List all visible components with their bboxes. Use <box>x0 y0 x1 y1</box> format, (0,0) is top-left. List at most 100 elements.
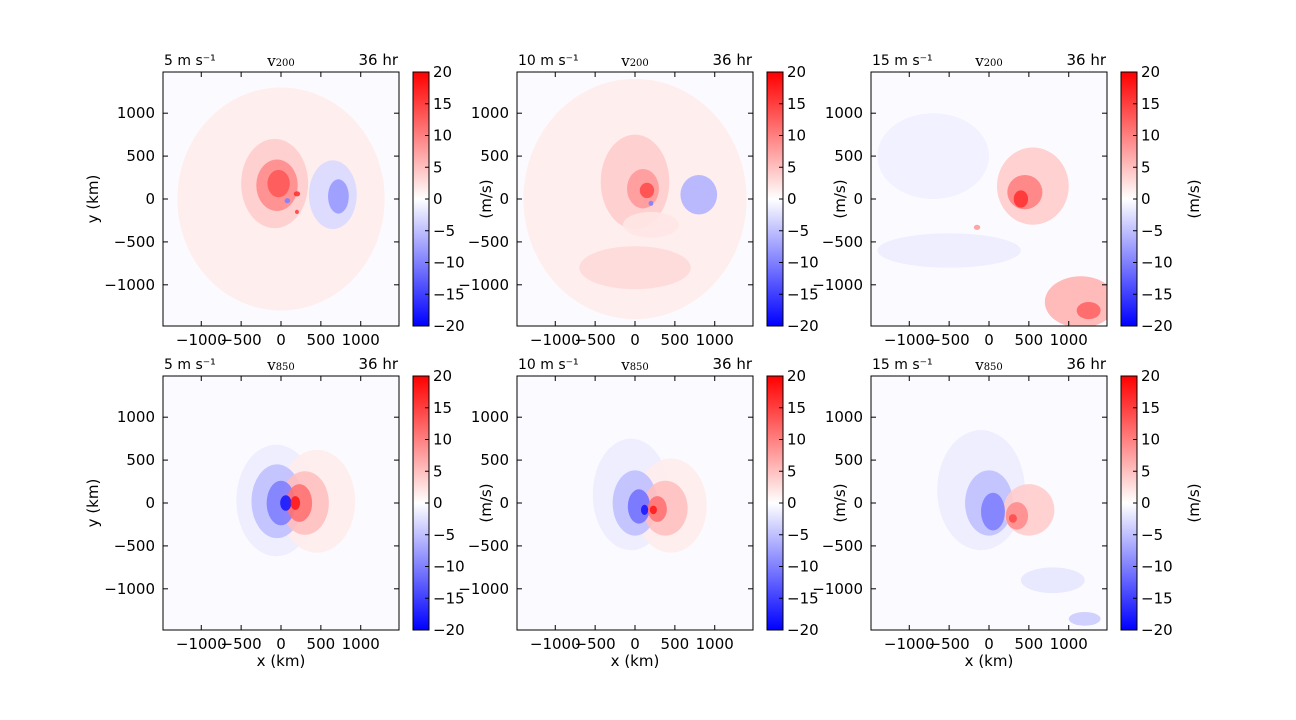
colorbar-tick-label: 20 <box>1141 63 1160 81</box>
y-tick-label: −1000 <box>104 276 155 294</box>
colorbar-tick-label: 10 <box>1141 127 1160 145</box>
colorbar-tick-label: 20 <box>787 367 806 385</box>
x-tick-label: 0 <box>276 635 286 653</box>
x-tick-label: 0 <box>276 331 286 349</box>
y-tick-label: 0 <box>853 494 863 512</box>
heatmap-field <box>523 78 747 320</box>
colorbar-label: (m/s) <box>831 179 849 218</box>
x-tick-label: −1000 <box>530 635 581 653</box>
time-label: 36 hr <box>358 355 398 373</box>
x-tick-label: −1000 <box>884 331 935 349</box>
level-subscript: 200 <box>630 58 649 69</box>
y-tick-label: 1000 <box>825 104 863 122</box>
heatmap-blob <box>1020 567 1085 594</box>
level-subscript: 850 <box>276 362 295 373</box>
level-subscript: 850 <box>984 362 1003 373</box>
x-tick-label: 1000 <box>1050 331 1088 349</box>
y-tick-label: 500 <box>126 147 155 165</box>
x-tick-label: 1000 <box>696 635 734 653</box>
time-label: 36 hr <box>358 51 398 69</box>
heatmap-blob <box>1068 611 1101 626</box>
heatmap-blob <box>1005 502 1029 530</box>
colorbar-tick-label: −20 <box>433 621 465 639</box>
x-tick-label: 1000 <box>1050 635 1088 653</box>
colorbar-tick-label: −20 <box>1141 317 1173 335</box>
heatmap-blob <box>1076 301 1101 320</box>
colorbar-tick-label: −15 <box>433 589 465 607</box>
colorbar-tick-label: −20 <box>787 317 819 335</box>
x-axis-label: x (km) <box>257 652 306 670</box>
y-tick-label: 0 <box>145 190 155 208</box>
time-label: 36 hr <box>1066 355 1106 373</box>
y-axis-label: y (km) <box>84 479 102 528</box>
colorbar-tick-label: 5 <box>1141 462 1151 480</box>
heatmap-field <box>877 113 1107 326</box>
colorbar-tick-label: 15 <box>787 95 806 113</box>
heatmap-blob <box>623 211 679 238</box>
colorbar-tick-label: −10 <box>1141 558 1173 576</box>
colorbar-label: (m/s) <box>831 483 849 522</box>
colorbar-tick-label: −5 <box>433 526 455 544</box>
colorbar-tick-label: −10 <box>433 558 465 576</box>
level-title: v200 <box>620 52 649 70</box>
heatmap-blob <box>1044 276 1107 326</box>
shear-label: 5 m s⁻¹ <box>164 53 216 69</box>
shear-label: 15 m s⁻¹ <box>872 53 933 69</box>
heatmap-blob <box>640 504 649 516</box>
time-label: 36 hr <box>712 355 752 373</box>
heatmap-blob <box>627 489 651 524</box>
colorbar-tick-label: −15 <box>1141 589 1173 607</box>
x-tick-label: 0 <box>630 331 640 349</box>
x-tick-label: −1000 <box>176 635 227 653</box>
y-tick-label: −500 <box>468 537 509 555</box>
y-tick-label: −1000 <box>812 276 863 294</box>
shear-label: 10 m s⁻¹ <box>518 53 579 69</box>
shear-label: 10 m s⁻¹ <box>518 357 579 373</box>
x-tick-label: −500 <box>929 635 970 653</box>
colorbar-tick-label: −5 <box>433 222 455 240</box>
heatmap-field <box>592 438 707 553</box>
heatmap-field <box>937 430 1101 626</box>
colorbar-tick-label: 5 <box>1141 158 1151 176</box>
x-tick-label: −500 <box>221 635 262 653</box>
colorbar-tick-label: 5 <box>433 462 443 480</box>
colorbar-tick-label: −10 <box>787 254 819 272</box>
x-tick-label: −500 <box>575 331 616 349</box>
y-tick-label: −1000 <box>812 580 863 598</box>
x-tick-label: −500 <box>929 331 970 349</box>
colorbar-tick-label: 0 <box>787 190 797 208</box>
colorbar-tick-label: 5 <box>787 462 797 480</box>
x-tick-label: 1000 <box>342 331 380 349</box>
y-tick-label: −500 <box>114 537 155 555</box>
x-tick-label: −1000 <box>530 331 581 349</box>
x-tick-label: 0 <box>630 635 640 653</box>
colorbar-tick-label: −5 <box>787 222 809 240</box>
x-tick-label: −1000 <box>176 331 227 349</box>
heatmap-blob <box>639 182 655 199</box>
colorbar-tick-label: −5 <box>1141 222 1163 240</box>
time-label: 36 hr <box>1066 51 1106 69</box>
heatmap-blob <box>647 496 667 522</box>
level-subscript: 850 <box>630 362 649 373</box>
heatmap-blob <box>579 246 691 290</box>
heatmap-blob <box>877 113 990 199</box>
colorbar-tick-label: 5 <box>787 158 797 176</box>
heatmap-blob <box>877 233 1021 268</box>
y-tick-label: 0 <box>499 494 509 512</box>
level-title: v200 <box>266 52 295 70</box>
x-tick-label: −1000 <box>884 635 935 653</box>
heatmap-blob <box>1013 190 1029 208</box>
level-title: v850 <box>974 356 1003 374</box>
colorbar-tick-label: 10 <box>433 127 452 145</box>
colorbar-tick-label: −15 <box>787 589 819 607</box>
y-tick-label: −500 <box>468 233 509 251</box>
heatmap-blob <box>649 505 657 515</box>
level-title: v850 <box>620 356 649 374</box>
shear-label: 5 m s⁻¹ <box>164 357 216 373</box>
heatmap-field <box>177 87 385 311</box>
y-tick-label: 500 <box>480 147 509 165</box>
y-tick-label: 500 <box>126 451 155 469</box>
